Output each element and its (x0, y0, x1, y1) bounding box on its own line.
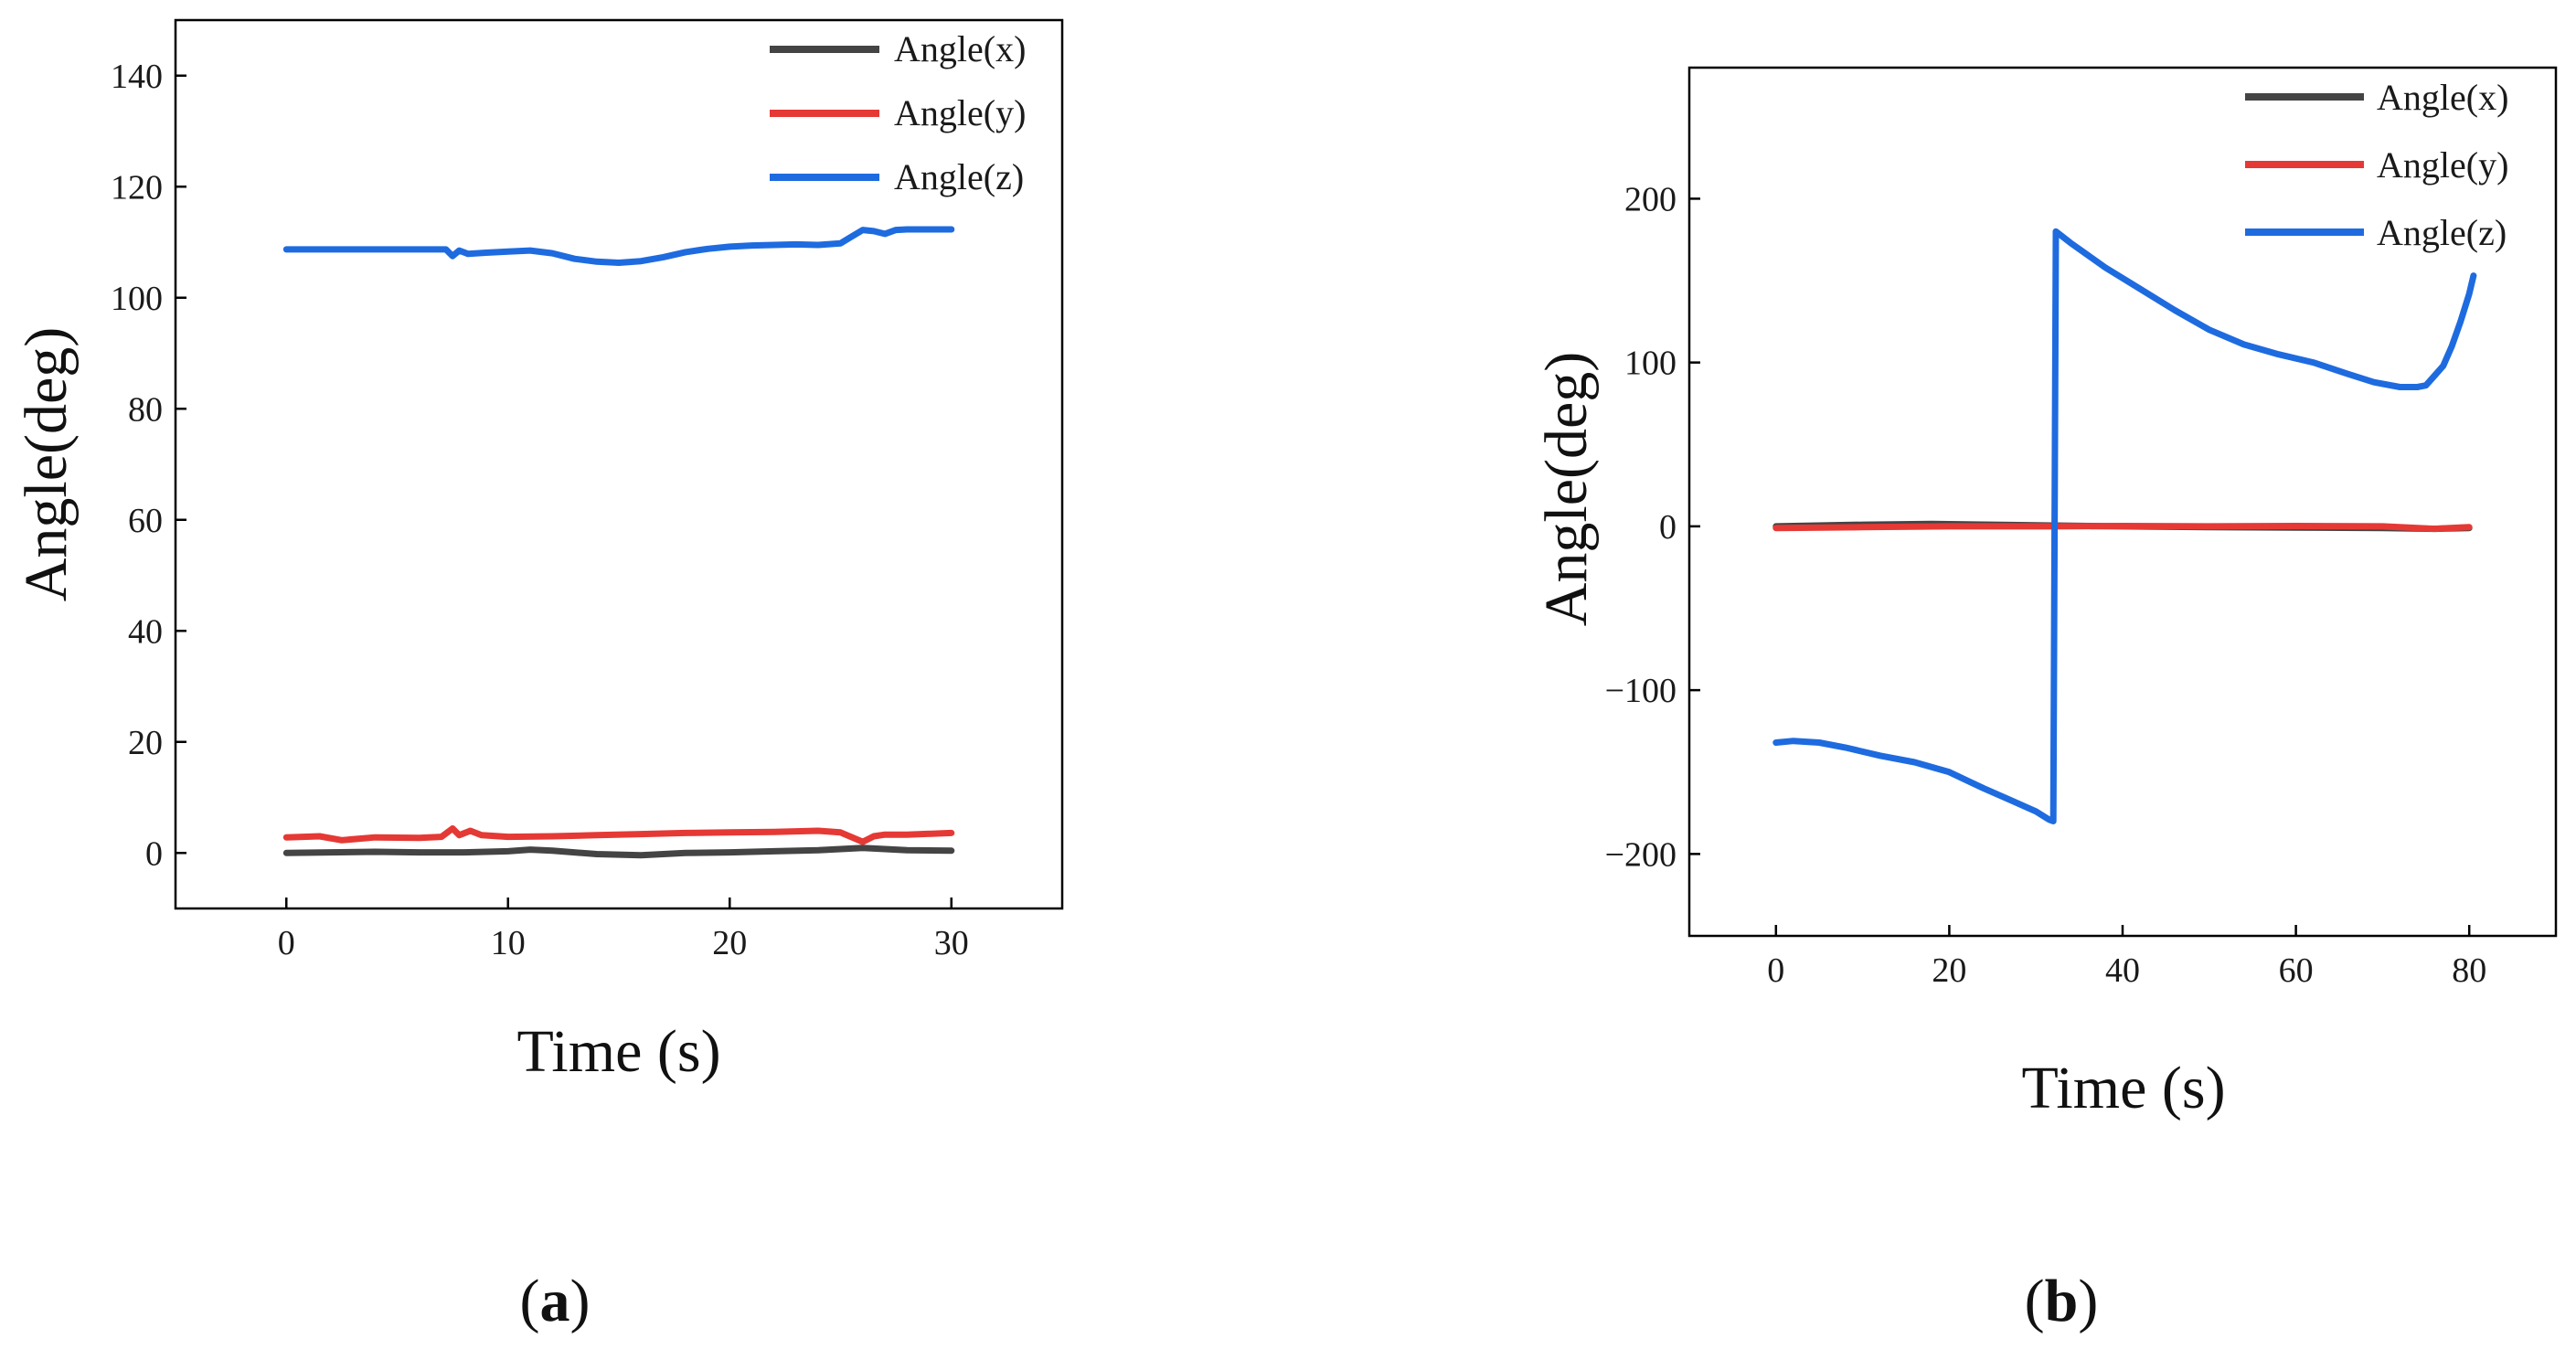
panel-a-y-axis-title: Angle(deg) (13, 327, 80, 602)
panel-a-chart: 0 10 20 30 0 20 40 60 80 100 120 140 Angle(x) Angl… (13, 18, 1064, 1334)
panel-a-series-lines (282, 226, 955, 859)
panel-a-label-letter: a (540, 1268, 570, 1334)
panel-a-x-tick-label: 0 (278, 924, 295, 962)
panel-b-y-tick-label: 100 (1624, 345, 1677, 383)
panel-a-x-axis-title: Time (s) (516, 1018, 720, 1085)
panel-a-y-tick-label: 60 (128, 502, 163, 540)
panel-a-y-tick-label: 100 (111, 280, 163, 318)
panel-a-legend-label-z: Angle(z) (894, 156, 1024, 197)
panel-b-x-axis-title: Time (s) (2021, 1055, 2225, 1121)
panel-b-legend-label-y: Angle(y) (2377, 144, 2508, 186)
panel-a-legend-label-y: Angle(y) (894, 92, 1026, 133)
panel-a-legend-label-x: Angle(x) (894, 28, 1026, 69)
panel-b-label: (b) (2025, 1268, 2099, 1334)
panel-b-plot-frame (1687, 66, 2558, 938)
panel-b-x-tick-label: 40 (2105, 951, 2140, 990)
panel-a-plot-frame (174, 18, 1064, 910)
panel-b-legend-label-x: Angle(x) (2377, 77, 2508, 118)
panel-b-y-axis-title: Angle(deg) (1533, 352, 1600, 627)
panel-a-x-tick-label: 20 (712, 924, 747, 962)
panel-a-x-tick-label: 30 (934, 924, 969, 962)
panel-b-x-tick-label: 60 (2279, 951, 2314, 990)
panel-b-legend-label-z: Angle(z) (2377, 212, 2507, 253)
panel-b-y-tick-label: 200 (1624, 180, 1677, 218)
panel-a-x-tick-label: 10 (491, 924, 526, 962)
panel-a-y-tick-label: 80 (128, 390, 163, 429)
panel-a-y-ticks: 0 20 40 60 80 100 120 140 (111, 58, 186, 873)
panel-a-y-tick-label: 0 (145, 834, 163, 873)
panel-b-y-tick-label: −200 (1605, 835, 1677, 874)
panel-a-y-tick-label: 120 (111, 168, 163, 207)
panel-a-series-line-angle-y (282, 825, 955, 845)
panel-b-series-lines (1772, 228, 2477, 824)
panel-a-y-tick-label: 20 (128, 724, 163, 762)
panel-a-x-ticks: 0 10 20 30 (278, 898, 969, 962)
panel-b-chart: 0 20 40 60 80 −200 −100 0 100 200 Angle(x) Angle… (1533, 66, 2558, 1334)
panel-b-y-tick-label: 0 (1659, 508, 1677, 547)
panel-b-x-ticks: 0 20 40 60 80 (1767, 925, 2486, 990)
panel-b-legend: Angle(x) Angle(y) Angle(z) (2245, 77, 2508, 253)
panel-a-y-tick-label: 40 (128, 612, 163, 651)
panel-a-series-line-angle-x (282, 844, 955, 859)
panel-b-y-tick-label: −100 (1605, 672, 1677, 710)
panel-b-x-tick-label: 80 (2452, 951, 2486, 990)
panel-b-label-letter: b (2045, 1268, 2079, 1334)
panel-b-series-line-angle-y (1772, 523, 2473, 533)
panel-b-x-tick-label: 20 (1932, 951, 1966, 990)
panel-b-y-ticks: −200 −100 0 100 200 (1605, 180, 1700, 874)
panel-a-label: (a) (520, 1268, 591, 1334)
panel-b-x-tick-label: 0 (1767, 951, 1784, 990)
panel-a-legend: Angle(x) Angle(y) Angle(z) (770, 28, 1026, 197)
panel-b-series-line-angle-z (1772, 228, 2477, 824)
panel-a-y-tick-label: 140 (111, 58, 163, 96)
panel-a-series-line-angle-z (282, 226, 955, 266)
